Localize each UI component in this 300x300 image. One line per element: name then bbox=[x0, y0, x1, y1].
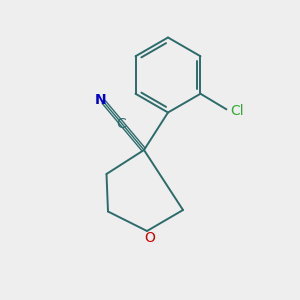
Text: Cl: Cl bbox=[231, 104, 244, 118]
Text: O: O bbox=[144, 231, 155, 244]
Text: N: N bbox=[95, 93, 106, 107]
Text: C: C bbox=[116, 117, 126, 131]
